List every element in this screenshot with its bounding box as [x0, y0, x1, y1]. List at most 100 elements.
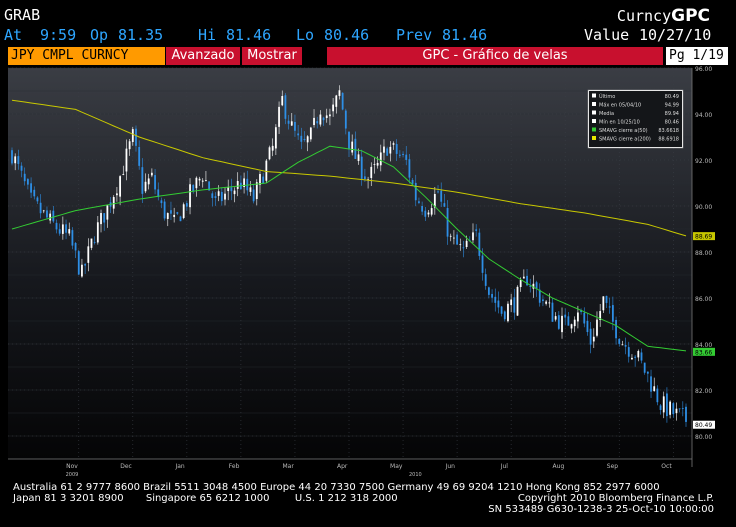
candle-body — [201, 180, 204, 182]
candle-body — [274, 127, 277, 149]
candle-body — [189, 184, 191, 208]
candle-body — [567, 316, 570, 326]
candle-body — [405, 154, 408, 160]
advanced-button[interactable]: Avanzado — [166, 47, 240, 65]
quote-row: At 9:59 Op 81.35 Hi 81.46 Lo 80.46 Prev … — [0, 26, 736, 46]
candle-body — [42, 210, 45, 212]
candle-body — [255, 182, 258, 200]
candle-body — [519, 279, 522, 288]
x-year-label: 2010 — [409, 472, 422, 478]
plot-background — [8, 68, 692, 459]
candle-body — [68, 229, 71, 234]
header-row-top: GRAB CurncyGPC — [0, 0, 736, 26]
candle-body — [627, 347, 630, 357]
security-field[interactable]: JPY CMPL CURNCY — [8, 47, 165, 65]
candle-body — [510, 299, 513, 306]
footer-line-1: Australia 61 2 9777 8600 Brazil 5511 304… — [13, 482, 660, 493]
candle-body — [548, 302, 551, 304]
candle-body — [535, 282, 538, 289]
sma50-line — [11, 145, 687, 352]
candle-body — [481, 255, 484, 273]
candle-body — [491, 293, 493, 298]
candle-body — [475, 229, 478, 231]
candle-body — [500, 306, 503, 314]
candle-body — [592, 336, 595, 342]
candle-body — [634, 356, 637, 358]
chart-title: GPC - Gráfico de velas — [327, 47, 663, 65]
x-tick-label: Feb — [229, 463, 240, 470]
candle-body — [214, 196, 217, 198]
candle-body — [561, 315, 563, 333]
legend-value: 80.49 — [665, 94, 679, 100]
candle-body — [529, 285, 532, 287]
candle-body — [303, 139, 306, 140]
candle-body — [30, 183, 32, 193]
candle-body — [103, 213, 106, 223]
candle-body — [205, 180, 207, 181]
candle-body — [621, 344, 624, 346]
candle-body — [147, 178, 150, 185]
candle-body — [370, 166, 373, 179]
candle-body — [224, 193, 226, 200]
candle-body — [138, 146, 141, 166]
legend-swatch — [592, 102, 596, 106]
brand-name: GPC — [671, 6, 710, 26]
candle-body — [354, 138, 357, 159]
candle-body — [316, 121, 319, 124]
sma200-line — [11, 99, 687, 237]
candle-body — [195, 177, 198, 189]
page-indicator[interactable]: Pg 1/19 — [666, 47, 728, 65]
candle-body — [55, 222, 58, 230]
candle-body — [583, 312, 586, 324]
candle-body — [313, 117, 315, 126]
candle-body — [306, 136, 309, 143]
x-tick-label: Aug — [553, 463, 565, 470]
candle-body — [294, 121, 296, 131]
candle-body — [93, 241, 96, 243]
show-button[interactable]: Mostrar — [242, 47, 302, 65]
candle-body — [284, 95, 287, 119]
candle-body — [424, 210, 427, 217]
candle-body — [33, 189, 36, 197]
candle-body — [265, 160, 268, 181]
candle-body — [58, 229, 61, 234]
candle-body — [411, 179, 414, 184]
candle-body — [456, 234, 458, 245]
candle-body — [192, 184, 195, 192]
candle-body — [268, 147, 271, 160]
candle-body — [650, 376, 652, 392]
sma50-tag-bg — [693, 347, 715, 356]
candle-body — [170, 210, 172, 214]
candle-body — [427, 212, 430, 215]
y-tick-label: 94.00 — [695, 112, 712, 119]
last-price-tag-bg — [693, 420, 715, 429]
candle-body — [596, 319, 598, 336]
candle-body — [39, 202, 42, 214]
legend-value: 80.46 — [665, 120, 679, 126]
candle-body — [398, 154, 401, 156]
legend-swatch — [592, 110, 596, 115]
candle-body — [81, 264, 83, 277]
candle-body — [618, 338, 621, 344]
candle-body — [383, 146, 385, 153]
candle-body — [23, 173, 26, 182]
candle-body — [386, 148, 389, 156]
candle-body — [300, 135, 303, 142]
candle-body — [96, 222, 99, 243]
candle-body — [557, 315, 560, 329]
value-date: 10/27/10 — [639, 26, 712, 44]
candle-body — [236, 180, 239, 189]
candle-body — [570, 324, 573, 329]
legend-label: Último — [599, 93, 615, 100]
ticker-label: GRAB — [4, 6, 41, 24]
candle-body — [551, 302, 554, 322]
prev-value: 81.46 — [442, 26, 488, 44]
candle-body — [392, 143, 395, 145]
candle-body — [433, 193, 436, 208]
candle-body — [335, 95, 338, 107]
candle-body — [128, 141, 131, 150]
candle-body — [526, 275, 528, 286]
candle-body — [351, 141, 354, 153]
candle-body — [363, 176, 366, 179]
candle-body — [144, 181, 147, 192]
